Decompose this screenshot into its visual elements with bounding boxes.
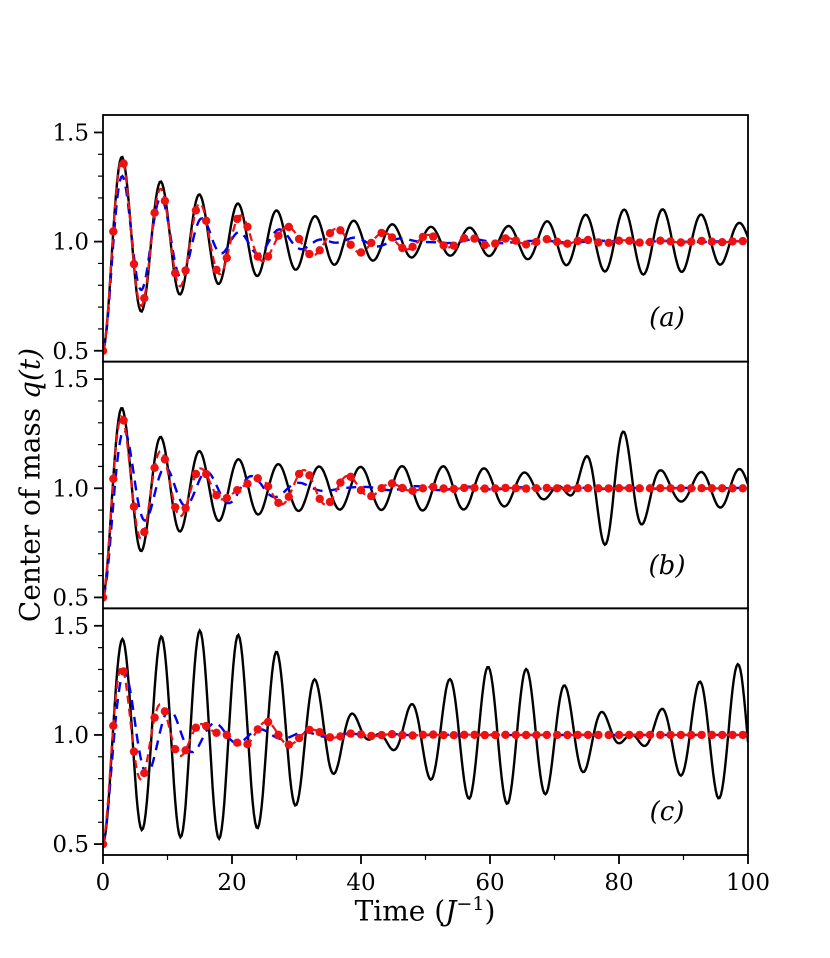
x-axis-label-exponent: −1 — [456, 893, 485, 915]
panel-b: 0.5 1.0 1.5 — [52, 360, 749, 611]
xtick-label: 20 — [217, 870, 246, 896]
x-axis-label: Time (J−1) — [355, 893, 496, 927]
panel-c-label: (c) — [649, 797, 685, 827]
panel-a-ytick-label: 1.5 — [52, 120, 89, 146]
y-axis-label-text: Center of mass — [13, 398, 47, 623]
panel-c: 0.5 1.0 1.5 0 20 40 60 80 100 — [52, 607, 770, 896]
panel-b-black-solid-line — [103, 407, 748, 599]
panel-b-red-dotted-markers-markers — [103, 416, 747, 602]
y-axis-label: Center of mass q(t) — [14, 348, 47, 622]
panel-b-ytick-label: 0.5 — [52, 585, 89, 611]
panel-a-ytick-label: 0.5 — [52, 339, 89, 365]
panel-a-red-dotted-markers-line — [103, 159, 748, 352]
panel-c-black-solid-line — [103, 628, 748, 845]
panel-a-ytick-label: 1.0 — [52, 230, 89, 256]
panel-c-ytick-label: 1.5 — [52, 614, 89, 640]
panel-c-ytick-label: 0.5 — [52, 832, 89, 858]
x-axis-label-J: J — [445, 894, 457, 928]
xtick-label: 100 — [726, 870, 770, 896]
panel-b-label: (b) — [648, 551, 686, 581]
panel-c-red-dotted-markers-markers — [103, 667, 747, 849]
panel-b-ytick-label: 1.5 — [52, 367, 89, 393]
panel-a-label: (a) — [649, 303, 685, 333]
xtick-label: 40 — [346, 870, 375, 896]
panel-b-ytick-label: 1.0 — [52, 476, 89, 502]
panel-a-black-solid-line — [103, 155, 748, 352]
xtick-label: 80 — [604, 870, 633, 896]
x-axis-label-post: ) — [484, 894, 496, 928]
panel-a-red-dotted-markers-markers — [103, 159, 747, 355]
panel-a: 0.5 1.0 1.5 — [52, 114, 749, 365]
xtick-label: 60 — [475, 870, 504, 896]
xtick-label: 0 — [96, 870, 111, 896]
x-axis-label-pre: Time ( — [354, 894, 446, 928]
y-axis-label-math: q(t) — [13, 347, 47, 399]
panel-c-ytick-label: 1.0 — [52, 723, 89, 749]
